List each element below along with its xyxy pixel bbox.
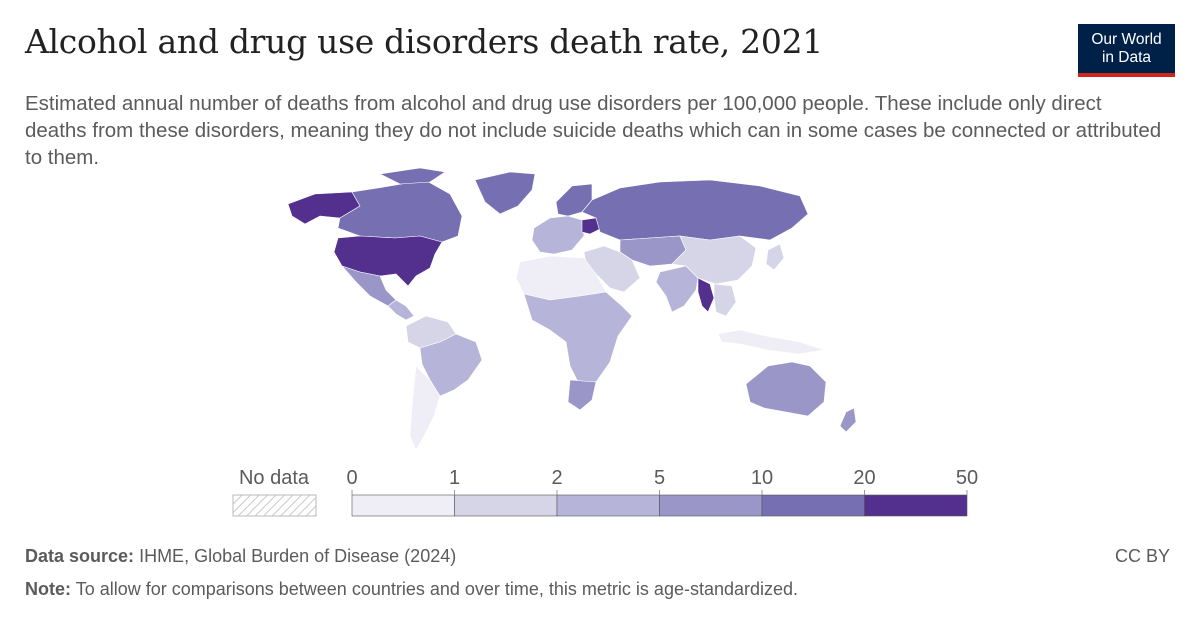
legend-tick-label-2: 2	[551, 467, 562, 489]
license-link[interactable]: CC BY	[1114, 546, 1170, 566]
region-europe-west[interactable]	[531, 215, 585, 255]
logo-line-1: Our World	[1091, 31, 1162, 48]
legend-tick-label-6: 50	[956, 467, 978, 489]
note-text: To allow for comparisons between countri…	[75, 579, 799, 599]
region-central-america[interactable]	[387, 299, 415, 321]
logo-line-2: in Data	[1101, 49, 1152, 66]
region-southeast-asia[interactable]	[713, 283, 737, 317]
region-new-zealand[interactable]	[839, 407, 857, 433]
legend-ticks: 0 1 2 5 10 20 50	[346, 467, 978, 495]
legend-bin-0[interactable]	[351, 494, 455, 517]
legend-bins	[351, 494, 968, 517]
region-usa[interactable]	[333, 235, 443, 287]
legend-tick-label-0: 0	[346, 467, 357, 489]
color-legend: No data 0 1 2 5 10 20 50	[232, 467, 978, 517]
region-australia[interactable]	[745, 361, 827, 417]
region-canada-islands[interactable]	[379, 167, 446, 185]
chart-title: Alcohol and drug use disorders death rat…	[25, 22, 823, 61]
data-source-text[interactable]: IHME, Global Burden of Disease (2024)	[139, 546, 457, 566]
data-source-line: Data source: IHME, Global Burden of Dise…	[25, 546, 456, 567]
region-brazil[interactable]	[419, 333, 483, 397]
legend-no-data-swatch	[232, 494, 317, 517]
legend-no-data-label: No data	[239, 467, 310, 489]
legend-tick-label-5: 20	[853, 467, 875, 489]
legend-bin-5[interactable]	[864, 494, 968, 517]
chart-subtitle: Estimated annual number of deaths from a…	[25, 92, 1162, 169]
region-south-africa[interactable]	[567, 379, 597, 411]
data-source-label: Data source:	[25, 546, 135, 566]
region-southern-cone[interactable]	[409, 365, 441, 451]
legend-bin-3[interactable]	[659, 494, 763, 517]
legend-bin-4[interactable]	[761, 494, 865, 517]
region-greenland[interactable]	[474, 171, 536, 215]
region-myanmar[interactable]	[697, 277, 715, 313]
legend-bin-1[interactable]	[454, 494, 558, 517]
region-china[interactable]	[671, 235, 757, 285]
note-line: Note: To allow for comparisons between c…	[25, 579, 798, 600]
note-label: Note:	[25, 579, 71, 599]
legend-tick-label-1: 1	[449, 467, 460, 489]
legend-tick-label-4: 10	[751, 467, 773, 489]
region-sub-saharan-africa[interactable]	[523, 291, 633, 387]
logo-accent-bar	[1078, 73, 1175, 77]
owid-logo[interactable]: Our World in Data	[1078, 24, 1175, 77]
region-japan[interactable]	[765, 243, 785, 271]
world-map[interactable]	[220, 166, 890, 456]
region-canada[interactable]	[337, 179, 463, 243]
region-indonesia[interactable]	[717, 329, 825, 355]
legend-bin-2[interactable]	[556, 494, 660, 517]
region-russia[interactable]	[581, 179, 809, 241]
legend-tick-label-3: 5	[654, 467, 665, 489]
region-india[interactable]	[655, 265, 699, 313]
